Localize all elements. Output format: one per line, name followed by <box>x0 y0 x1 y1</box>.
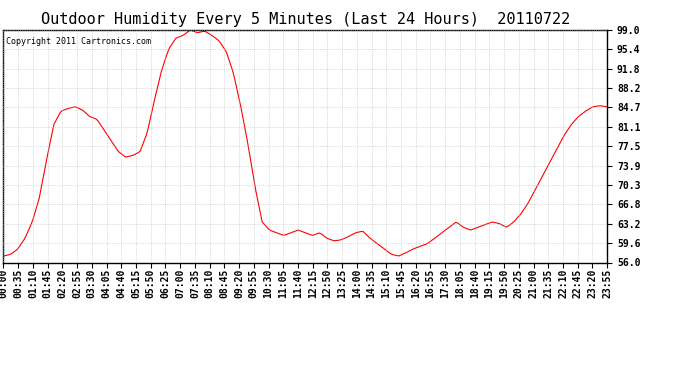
Title: Outdoor Humidity Every 5 Minutes (Last 24 Hours)  20110722: Outdoor Humidity Every 5 Minutes (Last 2… <box>41 12 570 27</box>
Text: Copyright 2011 Cartronics.com: Copyright 2011 Cartronics.com <box>6 37 152 46</box>
